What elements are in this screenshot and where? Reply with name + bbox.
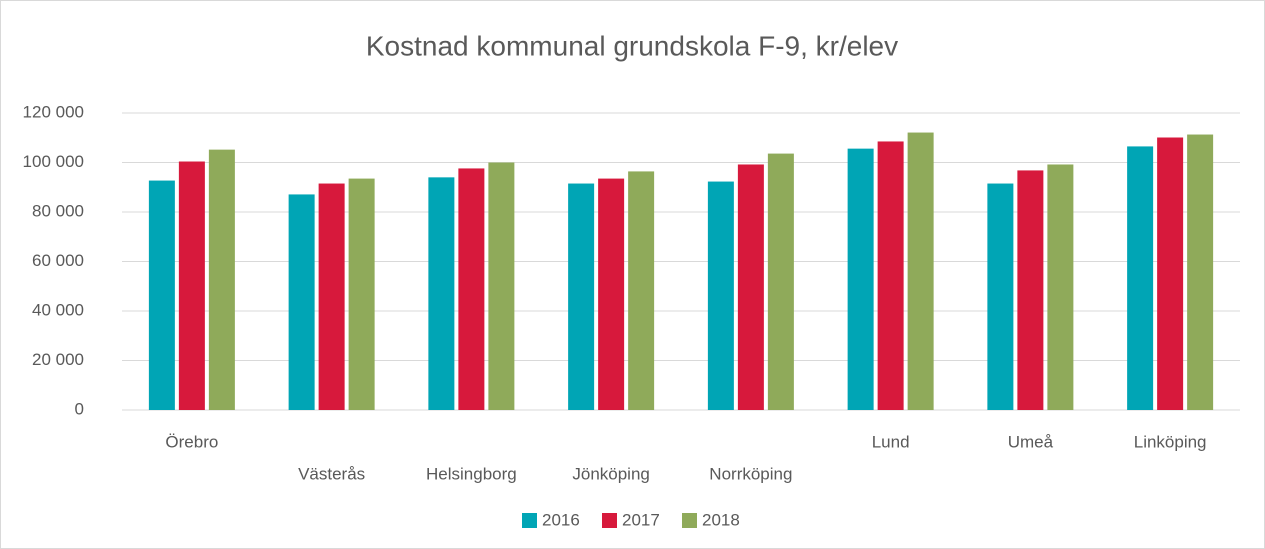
y-tick-label: 120 000 <box>23 102 84 121</box>
bar <box>1127 146 1154 410</box>
bar <box>488 162 515 410</box>
x-tick-label: Norrköping <box>709 464 792 483</box>
legend-swatch <box>602 513 617 528</box>
legend-swatch <box>522 513 537 528</box>
bar <box>707 181 734 410</box>
bar <box>1187 134 1214 410</box>
bar <box>628 171 655 410</box>
bar <box>348 178 375 410</box>
bar <box>148 180 175 410</box>
x-tick-label: Umeå <box>1008 432 1054 451</box>
x-tick-label: Jönköping <box>572 464 650 483</box>
x-tick-label: Västerås <box>298 464 365 483</box>
y-tick-label: 60 000 <box>32 251 84 270</box>
bar <box>1157 137 1184 410</box>
x-tick-label: Lund <box>872 432 910 451</box>
bar <box>458 168 485 410</box>
bar <box>907 132 934 411</box>
y-tick-label: 40 000 <box>32 300 84 319</box>
bar <box>767 153 794 410</box>
y-tick-label: 80 000 <box>32 201 84 220</box>
y-tick-label: 20 000 <box>32 350 84 369</box>
legend-label: 2017 <box>622 510 660 529</box>
bar <box>318 183 345 410</box>
x-tick-label: Helsingborg <box>426 464 517 483</box>
bar <box>847 148 874 410</box>
bar <box>208 149 235 410</box>
y-tick-label: 100 000 <box>23 152 84 171</box>
chart-title: Kostnad kommunal grundskola F-9, kr/elev <box>366 30 898 61</box>
bar <box>1047 164 1074 410</box>
bar <box>178 161 205 410</box>
x-tick-label: Linköping <box>1134 432 1207 451</box>
bar <box>568 183 595 410</box>
bar <box>598 178 625 410</box>
x-tick-label: Örebro <box>165 432 218 451</box>
bar <box>288 194 315 410</box>
bar <box>737 164 764 410</box>
bar <box>877 141 904 410</box>
bar <box>987 183 1014 410</box>
legend-swatch <box>682 513 697 528</box>
legend-label: 2018 <box>702 510 740 529</box>
legend-label: 2016 <box>542 510 580 529</box>
bar <box>428 177 455 410</box>
bar <box>1017 170 1044 410</box>
y-tick-label: 0 <box>75 399 84 418</box>
